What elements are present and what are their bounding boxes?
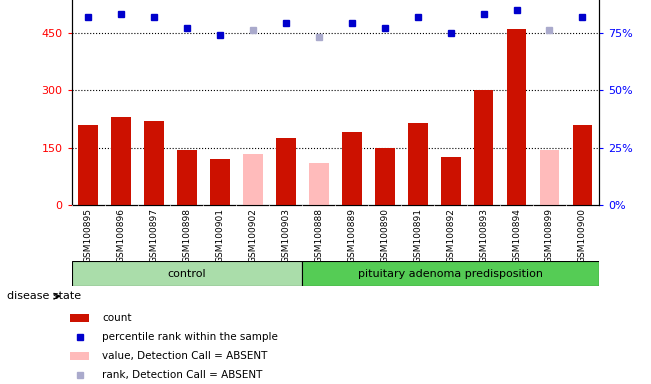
Bar	[276, 138, 296, 205]
Bar	[573, 125, 592, 205]
Bar	[540, 150, 559, 205]
Bar	[302, 261, 599, 286]
Bar	[177, 150, 197, 205]
Text: GSM100899: GSM100899	[545, 208, 554, 263]
Text: GSM100903: GSM100903	[281, 208, 290, 263]
Text: GSM100896: GSM100896	[117, 208, 126, 263]
Text: count: count	[102, 313, 132, 323]
Bar	[210, 159, 230, 205]
Bar	[309, 163, 329, 205]
Text: GSM100902: GSM100902	[249, 208, 257, 263]
Text: rank, Detection Call = ABSENT: rank, Detection Call = ABSENT	[102, 370, 263, 381]
Text: percentile rank within the sample: percentile rank within the sample	[102, 332, 279, 342]
Text: GSM100892: GSM100892	[446, 208, 455, 263]
Bar	[474, 90, 493, 205]
Bar	[70, 353, 89, 360]
Bar	[243, 154, 263, 205]
Text: GSM100895: GSM100895	[83, 208, 92, 263]
Bar	[72, 261, 302, 286]
Text: GSM100894: GSM100894	[512, 208, 521, 263]
Bar	[111, 117, 131, 205]
Text: GSM100890: GSM100890	[380, 208, 389, 263]
Text: GSM100901: GSM100901	[215, 208, 225, 263]
Text: pituitary adenoma predisposition: pituitary adenoma predisposition	[358, 268, 543, 279]
Text: GSM100898: GSM100898	[182, 208, 191, 263]
Text: disease state: disease state	[7, 291, 81, 301]
Bar	[78, 125, 98, 205]
Text: GSM100897: GSM100897	[150, 208, 158, 263]
Text: control: control	[168, 268, 206, 279]
Text: GSM100893: GSM100893	[479, 208, 488, 263]
Bar	[342, 132, 362, 205]
Bar	[408, 123, 428, 205]
Bar	[506, 29, 527, 205]
Text: GSM100891: GSM100891	[413, 208, 422, 263]
Text: value, Detection Call = ABSENT: value, Detection Call = ABSENT	[102, 351, 268, 361]
Bar	[144, 121, 164, 205]
Text: GSM100889: GSM100889	[347, 208, 356, 263]
Bar	[375, 148, 395, 205]
Text: GSM100888: GSM100888	[314, 208, 324, 263]
Text: GSM100900: GSM100900	[578, 208, 587, 263]
Bar	[70, 314, 89, 322]
Bar	[441, 157, 460, 205]
